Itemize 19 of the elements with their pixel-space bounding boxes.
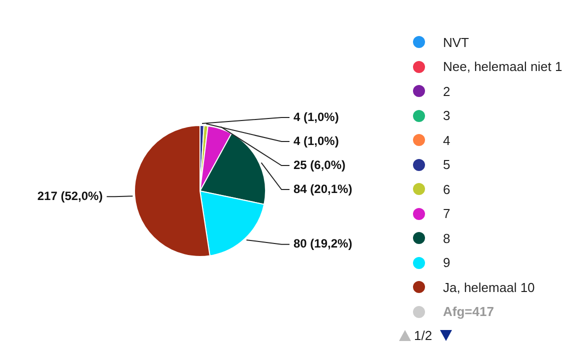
legend-label: Ja, helemaal 10 — [443, 280, 535, 295]
data-label: 4 (1,0%) — [294, 134, 339, 148]
text: Afg=417 — [443, 304, 494, 320]
legend-label: 8 — [443, 230, 450, 246]
legend-label: 4 — [443, 132, 450, 148]
legend-label: 2 — [443, 84, 450, 99]
legend-label: 7 — [443, 206, 450, 222]
legend-label: NVT — [443, 34, 469, 50]
legend-label: 5 — [443, 157, 450, 172]
legend-label: 6 — [443, 182, 450, 197]
text: 1/2 — [414, 328, 432, 342]
legend-label: 3 — [443, 108, 450, 124]
data-label: 217 (52,0%) — [37, 188, 103, 203]
data-label: 80 (19,2%) — [294, 236, 352, 251]
legend-label: 9 — [443, 255, 450, 270]
data-label: 4 (1,0%) — [294, 110, 339, 124]
legend-label: Nee, helemaal niet 1 — [443, 59, 562, 74]
data-label: 25 (6,0%) — [294, 158, 346, 172]
data-label: 84 (20,1%) — [294, 182, 352, 196]
